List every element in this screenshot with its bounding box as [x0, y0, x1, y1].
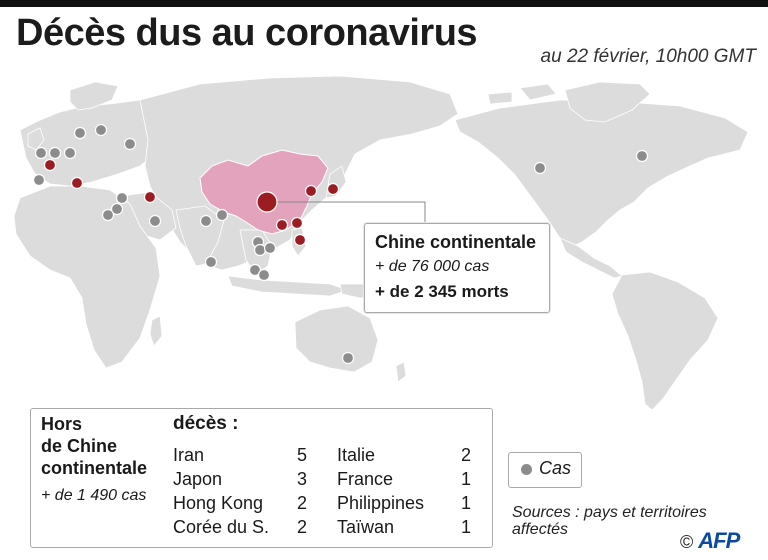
outside-label-line: de Chine — [41, 436, 118, 456]
case-dot — [63, 146, 77, 160]
china-box-cases: + de 76 000 cas — [375, 258, 490, 275]
africa-landmass — [13, 185, 161, 369]
death-row: Japon 3 — [173, 467, 308, 491]
outside-label-line: Hors — [41, 414, 83, 434]
country-name: Japon — [173, 469, 223, 489]
greenland-landmass — [564, 81, 651, 123]
case-dot — [341, 351, 355, 365]
case-dot — [48, 146, 62, 160]
death-row: Corée du S. 2 — [173, 515, 308, 539]
china-info-box: Chine continentale + de 76 000 cas + de … — [364, 223, 550, 313]
outside-china-cases: + de 1 490 cas — [41, 487, 147, 504]
indonesia-landmass — [227, 275, 350, 297]
death-dot — [293, 233, 307, 247]
china-pointer-line — [268, 201, 426, 223]
outside-label-line: continentale — [41, 458, 148, 478]
british-isles-landmass — [27, 127, 45, 151]
death-count: 5 — [296, 445, 307, 465]
case-dot — [73, 126, 87, 140]
case-dot — [115, 191, 129, 205]
copyright-symbol: © — [680, 532, 694, 552]
death-row: Italie 2 — [337, 443, 472, 467]
china-box-deaths: + de 2 345 morts — [375, 282, 509, 301]
death-count: 1 — [460, 469, 471, 489]
death-count: 2 — [296, 517, 307, 537]
death-row: Hong Kong 2 — [173, 491, 308, 515]
death-dot-china — [256, 191, 278, 213]
death-count: 1 — [460, 493, 471, 513]
case-dot — [148, 214, 162, 228]
death-dot — [304, 184, 318, 198]
world-map — [13, 75, 749, 411]
arctic-islands-landmass — [487, 83, 557, 105]
madagascar-landmass — [149, 315, 163, 347]
deaths-column-right: Italie 2 France 1 Philippines 1 Taïwan 1 — [337, 443, 472, 539]
death-dot — [326, 182, 340, 196]
death-dot — [70, 176, 84, 190]
case-dot — [101, 208, 115, 222]
deaths-column-left: Iran 5 Japon 3 Hong Kong 2 Corée du S. 2 — [173, 443, 308, 539]
case-dot — [215, 208, 229, 222]
china-box-title: Chine continentale — [375, 232, 537, 252]
outside-china-panel: Hors de Chine continentale + de 1 490 ca… — [30, 408, 493, 548]
death-row: Taïwan 1 — [337, 515, 472, 539]
case-dot — [123, 137, 137, 151]
north-america-landmass — [454, 99, 749, 249]
case-dot — [32, 173, 46, 187]
scandinavia-landmass — [69, 81, 119, 111]
death-count: 2 — [296, 493, 307, 513]
case-dot — [204, 255, 218, 269]
case-dot — [263, 241, 277, 255]
death-dot — [143, 190, 157, 204]
top-bar — [0, 0, 768, 7]
case-dot — [199, 214, 213, 228]
country-name: Corée du S. — [173, 517, 270, 537]
country-name: Philippines — [337, 493, 425, 513]
death-row: France 1 — [337, 467, 472, 491]
country-name: Iran — [173, 445, 205, 465]
country-name: Italie — [337, 445, 376, 465]
case-dot — [253, 243, 267, 257]
death-count: 2 — [460, 445, 471, 465]
afp-logo: AFP — [698, 528, 740, 553]
death-dot — [43, 158, 57, 172]
case-dot-icon — [521, 464, 532, 475]
case-dot — [34, 146, 48, 160]
country-name: Taïwan — [337, 517, 395, 537]
central-america-landmass — [559, 237, 623, 279]
deaths-heading: décès : — [173, 413, 239, 434]
south-america-landmass — [611, 271, 719, 411]
outside-china-label: Hors de Chine continentale — [41, 413, 147, 479]
australia-landmass — [294, 305, 379, 373]
legend-box: Cas — [508, 452, 582, 488]
map-title: Décès dus au coronavirus — [16, 12, 478, 54]
country-name: Hong Kong — [173, 493, 264, 513]
country-name: France — [337, 469, 394, 489]
death-row: Philippines 1 — [337, 491, 472, 515]
case-dot — [110, 202, 124, 216]
case-dot — [635, 149, 649, 163]
case-dot — [533, 161, 547, 175]
legend-cases-label: Cas — [539, 458, 572, 478]
sources-note: Sources : pays et territoires affectés — [512, 504, 707, 538]
case-dot — [248, 263, 262, 277]
death-count: 1 — [460, 517, 471, 537]
death-dot — [290, 216, 304, 230]
date-label: au 22 février, 10h00 GMT — [540, 46, 756, 67]
death-row: Iran 5 — [173, 443, 308, 467]
agency-credit: © AFP — [680, 528, 740, 554]
case-dot — [257, 268, 271, 282]
death-count: 3 — [296, 469, 307, 489]
new-zealand-landmass — [395, 361, 407, 383]
death-dot — [275, 218, 289, 232]
case-dot — [94, 123, 108, 137]
